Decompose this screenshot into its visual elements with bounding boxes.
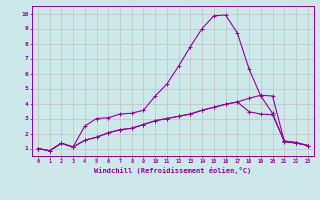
X-axis label: Windchill (Refroidissement éolien,°C): Windchill (Refroidissement éolien,°C) — [94, 167, 252, 174]
